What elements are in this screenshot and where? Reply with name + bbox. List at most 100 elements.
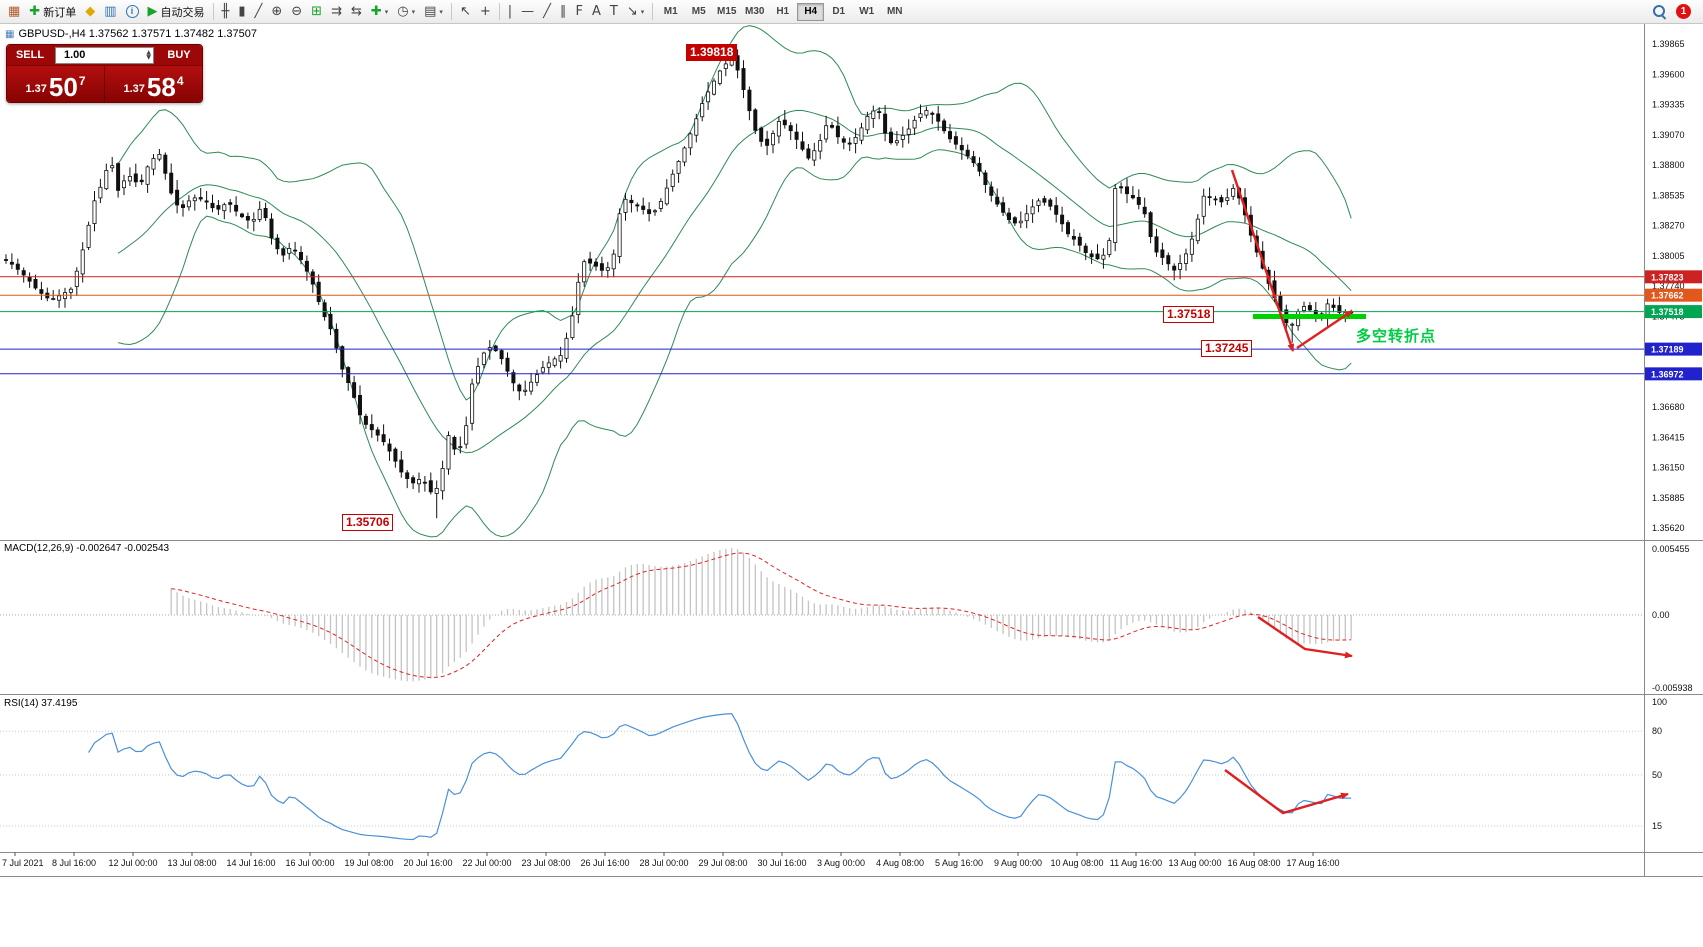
svg-text:1.37189: 1.37189 [1651,345,1684,355]
chart-header: ▦ GBPUSD-,H4 1.37562 1.37571 1.37482 1.3… [5,28,257,40]
timeframe-w1-button[interactable]: W1 [853,3,880,21]
horizontal-line-1.37189[interactable]: 1.37189 [0,342,1702,356]
chart-bars-button[interactable]: ╫ [218,2,234,22]
timeframe-m1-button[interactable]: M1 [657,3,684,21]
horizontal-line-1.37662[interactable]: 1.37662 [0,288,1702,302]
timeframe-m15-button[interactable]: M15 [713,3,740,21]
indicators-icon: ✚ [370,4,382,19]
bollinger-lower [117,149,1352,538]
timeframe-h4-button[interactable]: H4 [797,2,825,21]
toolbar-buttons: ▦ ✚ 新订单 ◆ ▥ i ▶ 自动交易 ╫ ▮ ╱ ⊕ ⊖ ⊞ ⇉ ⇆ ✚ ▾ ◷ ▾ ▤ ▾ ↖ + | — ╱ ∥ F A T ↘ ▾ M1… [4,0,908,23]
chevron-down-icon: ▾ [640,8,645,16]
market-watch-icon: ▥ [104,4,117,19]
horizontal-line-1.37518[interactable]: 1.37518 [0,305,1702,319]
templates-button[interactable]: ▤ ▾ [420,2,447,22]
rsi-label: RSI(14) 37.4195 [4,698,78,709]
new-chart-button[interactable]: ▦ [4,2,24,22]
lot-up-icon[interactable]: ▲ [146,49,151,56]
horizontal-line-1.36972[interactable]: 1.36972 [0,367,1702,381]
horizontal-line-button[interactable]: — [517,2,538,22]
price-callout[interactable]: 1.37518 [1163,306,1215,323]
search-icon[interactable] [1652,4,1667,19]
data-window-button[interactable]: i [122,2,143,22]
buy-button[interactable]: BUY [156,45,202,65]
fibonacci-button[interactable]: F [571,2,586,22]
crosshair-button[interactable]: + [476,2,495,22]
sell-price-button[interactable]: 1.37 50 7 [7,66,105,102]
svg-text:-0.005938: -0.005938 [1652,683,1693,693]
timeframe-h1-button[interactable]: H1 [769,3,796,21]
vertical-line-button[interactable]: | [504,2,516,22]
svg-text:26 Jul 16:00: 26 Jul 16:00 [580,858,629,868]
auto-scroll-button[interactable]: ⇉ [327,2,346,22]
lot-size-field[interactable]: 1.00 ▲ ▼ [55,46,154,64]
chart-candles-button[interactable]: ▮ [234,2,249,22]
svg-text:8 Jul 16:00: 8 Jul 16:00 [52,858,96,868]
chart-shift-button[interactable]: ⇆ [347,2,366,22]
zoom-out-button[interactable]: ⊖ [287,2,306,22]
rsi-axis[interactable]: 100 80 50 15 [1652,697,1667,831]
auto-trading-button[interactable]: ▶ 自动交易 [144,2,209,22]
bollinger-middle [117,109,1352,454]
new-order-button[interactable]: ✚ 新订单 [25,2,80,22]
horizontal-line-1.37823[interactable]: 1.37823 [0,270,1702,284]
svg-text:7 Jul 2021: 7 Jul 2021 [2,858,44,868]
svg-text:1.38270: 1.38270 [1652,221,1685,231]
one-click-prices: 1.37 50 7 1.37 58 4 [7,66,202,102]
svg-text:10 Aug 08:00: 10 Aug 08:00 [1050,858,1103,868]
svg-text:100: 100 [1652,697,1667,707]
cursor-icon: ↖ [459,4,471,19]
trend-arrow[interactable] [1224,769,1349,815]
one-click-trading-panel: SELL 1.00 ▲ ▼ BUY 1.37 50 7 1.37 58 4 [6,44,203,103]
periods-button[interactable]: ◷ ▾ [393,2,419,22]
timeframe-mn-button[interactable]: MN [881,3,908,21]
market-watch-button[interactable]: ▥ [100,2,120,22]
equidistant-channel-button[interactable]: ∥ [556,2,571,22]
timeframe-m5-button[interactable]: M5 [685,3,712,21]
zoom-in-button[interactable]: ⊕ [267,2,286,22]
bollinger-bands [117,25,1352,538]
svg-text:1.36680: 1.36680 [1652,402,1685,412]
arrows-button[interactable]: ↘ ▾ [623,2,648,22]
trend-arrow[interactable] [1296,310,1353,349]
text-label-button[interactable]: T [606,2,622,22]
text-button[interactable]: A [588,2,605,22]
chart-wizard-button[interactable]: ◆ [81,2,99,22]
tile-windows-button[interactable]: ⊞ [307,2,326,22]
arrows-icon: ↘ [626,4,638,19]
svg-text:1.37518: 1.37518 [1651,307,1684,317]
cursor-button[interactable]: ↖ [456,2,475,22]
svg-text:13 Aug 00:00: 13 Aug 00:00 [1168,858,1221,868]
buy-price-big: 58 [146,72,176,102]
svg-text:1.38800: 1.38800 [1652,160,1685,170]
svg-text:16 Aug 08:00: 16 Aug 08:00 [1227,858,1280,868]
time-axis[interactable]: 7 Jul 2021 8 Jul 16:00 12 Jul 00:00 13 Jul … [2,852,1340,868]
turning-point-annotation[interactable]: 多空转折点 [1356,328,1437,345]
notification-badge[interactable]: 1 [1676,4,1691,19]
svg-text:23 Jul 08:00: 23 Jul 08:00 [521,858,570,868]
lot-down-icon[interactable]: ▼ [146,54,151,61]
svg-text:1.37662: 1.37662 [1651,291,1684,301]
buy-price-button[interactable]: 1.37 58 4 [105,66,202,102]
price-callout[interactable]: 1.35706 [342,514,394,531]
trend-arrow[interactable] [1257,616,1353,659]
chart-bars-icon: ╫ [221,4,230,19]
toolbar-separator [450,3,452,20]
price-callout[interactable]: 1.37245 [1201,340,1253,357]
chart-line-button[interactable]: ╱ [250,2,266,22]
price-callout[interactable]: 1.39818 [686,44,738,61]
support-zone-bar[interactable] [1253,314,1366,319]
templates-icon: ▤ [424,4,437,19]
trend-arrow[interactable] [1230,169,1295,352]
timeframe-d1-button[interactable]: D1 [825,3,852,21]
macd-axis[interactable]: 0.005455 0.00 -0.005938 [1652,544,1693,693]
sell-button[interactable]: SELL [7,45,53,65]
trend-line-button[interactable]: ╱ [539,2,555,22]
svg-text:1.39865: 1.39865 [1652,39,1685,49]
timeframe-m30-button[interactable]: M30 [741,3,768,21]
price-axis[interactable]: 1.39865 1.39600 1.39335 1.39070 1.38800 1.385… [1652,39,1685,533]
indicators-button[interactable]: ✚ ▾ [367,2,392,22]
zoom-in-icon: ⊕ [271,4,283,19]
